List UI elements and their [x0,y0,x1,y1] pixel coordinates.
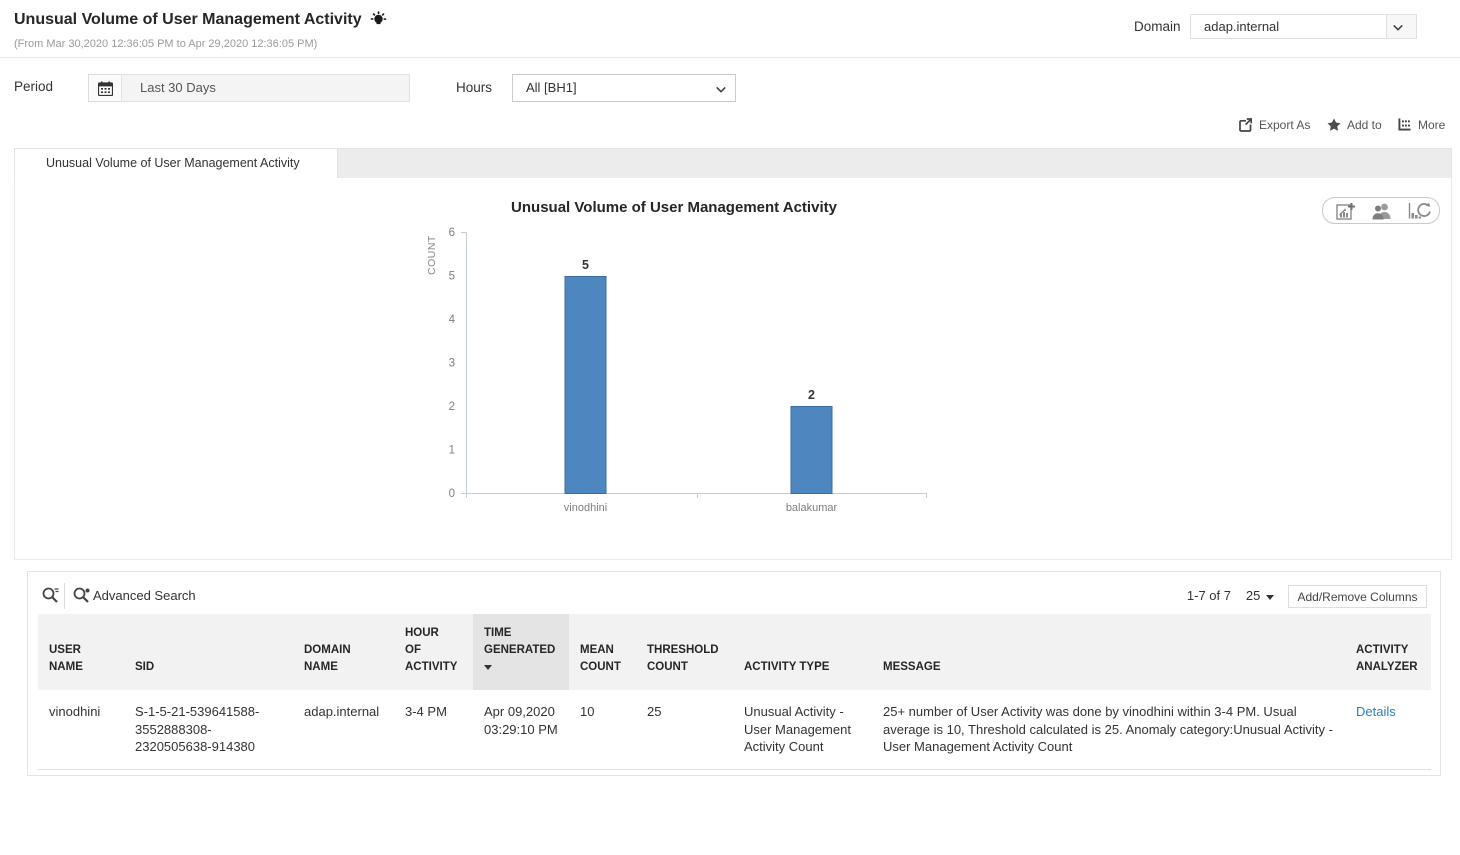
svg-text:5: 5 [582,258,589,272]
svg-text:2: 2 [808,388,815,402]
svg-text:COUNT: COUNT [426,235,438,275]
svg-text:2: 2 [449,401,455,413]
svg-text:6: 6 [449,227,455,239]
svg-text:balakumar: balakumar [786,502,838,514]
svg-text:1: 1 [449,445,455,457]
svg-text:0: 0 [449,488,455,500]
svg-text:3: 3 [449,358,455,370]
svg-text:vinodhini: vinodhini [564,502,607,514]
svg-text:5: 5 [449,271,455,283]
svg-text:4: 4 [449,314,456,326]
